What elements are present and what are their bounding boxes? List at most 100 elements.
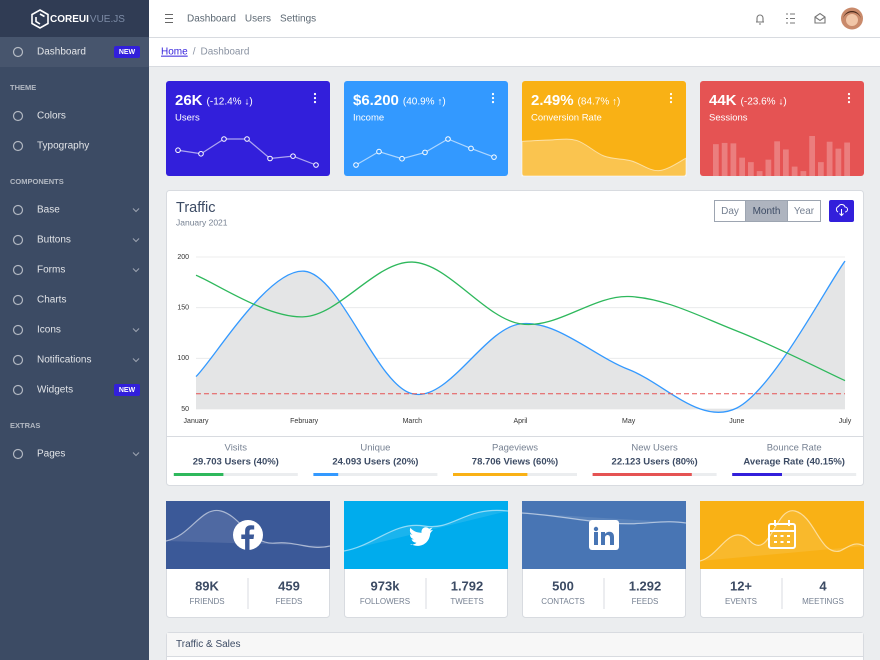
stat-value: 29.703 Users (40%) [193, 457, 279, 468]
nav-icon [12, 294, 24, 306]
series-area [196, 261, 845, 413]
facebook-f [241, 525, 255, 550]
nav-chevron [132, 328, 140, 333]
social-label: CONTACTS [541, 597, 584, 606]
nav-item-label[interactable]: Charts [37, 295, 66, 306]
widget-point [267, 155, 273, 162]
x-tick-label: July [839, 418, 852, 425]
stat-value: 78.706 Views (60%) [472, 457, 558, 468]
progress-track [173, 473, 298, 476]
traffic-title: Traffic [176, 200, 215, 216]
widget-bar [835, 148, 842, 176]
stat-value: 22.123 Users (80%) [612, 457, 698, 468]
nav-item-label[interactable]: Typography [37, 141, 89, 152]
progress-bar [592, 473, 692, 476]
mail-icon[interactable] [814, 12, 826, 24]
social-value: 500 [552, 578, 574, 593]
calendar-icon [768, 523, 796, 549]
widget-bar [818, 162, 824, 176]
widget-bar [809, 136, 815, 176]
nav-item-label[interactable]: Notifications [37, 355, 91, 366]
widget-point [468, 145, 474, 152]
widget-point [376, 148, 382, 155]
twitter-icon [409, 527, 433, 546]
list-icon[interactable] [786, 13, 795, 24]
widget-bar [730, 143, 737, 176]
widget-point [353, 162, 359, 168]
sales-card-header [167, 633, 863, 656]
widget-bar [713, 144, 719, 176]
nav-item-label[interactable]: Buttons [37, 235, 71, 246]
header-nav-link[interactable]: Settings [280, 14, 316, 25]
widget-point [399, 155, 405, 162]
widget-label: Sessions [709, 113, 748, 124]
bell-icon[interactable] [756, 14, 764, 25]
social-card: 89K FRIENDS 459 FEEDS [165, 501, 331, 618]
widget-point [491, 154, 497, 160]
stat-label: Visits [225, 443, 248, 454]
widget-bar [800, 171, 807, 176]
period-button[interactable] [787, 200, 821, 222]
nav-badge [114, 46, 140, 58]
social-value: 12+ [730, 578, 752, 593]
nav-badge-text: NEW [119, 387, 136, 394]
menu-toggle[interactable] [165, 13, 173, 24]
widget-card [166, 81, 330, 176]
nav-item-label[interactable]: Pages [37, 449, 65, 460]
sidebar-section-title: COMPONENTS [10, 177, 64, 186]
nav-icon [12, 384, 24, 396]
social-value: 1.792 [451, 578, 484, 593]
breadcrumb-link[interactable]: Home [161, 47, 188, 58]
nav-item-label[interactable]: Dashboard [37, 47, 86, 58]
breadcrumb-current: Dashboard [200, 47, 249, 58]
y-tick-label: 50 [181, 406, 189, 413]
stat-widget: $6.200 (40.9% ↑) Income [344, 81, 508, 176]
social-value: 89K [195, 578, 219, 593]
nav-chevron [132, 452, 140, 457]
stat-widget: 2.49% (84.7% ↑) Conversion Rate [521, 81, 687, 177]
widget-label: Conversion Rate [531, 113, 602, 124]
widget-area [521, 138, 687, 177]
stat-label: Bounce Rate [767, 443, 822, 454]
nav-item-label[interactable]: Widgets [37, 385, 73, 396]
brand-logo [31, 9, 49, 29]
widget-label: Users [175, 113, 200, 124]
nav-item-label[interactable]: Base [37, 205, 60, 216]
x-tick-label: January [184, 418, 209, 425]
stat-label: Unique [360, 443, 390, 454]
sidebar-brand [0, 0, 149, 37]
widget-change: (40.9% ↑) [403, 97, 446, 108]
header-nav-link[interactable]: Dashboard [187, 14, 236, 25]
social-label: FEEDS [276, 597, 303, 606]
nav-icon [12, 234, 24, 246]
social-card: 973k FOLLOWERS 1.792 TWEETS [343, 501, 509, 618]
social-label: FOLLOWERS [360, 597, 410, 606]
widget-bar [765, 159, 772, 176]
period-button-label: Month [753, 206, 781, 217]
social-value: 4 [819, 578, 827, 593]
avatar-hair [843, 11, 861, 20]
nav-item-label[interactable]: Colors [37, 111, 66, 122]
social-card: 12+ EVENTS 4 MEETINGS [699, 501, 865, 618]
sales-card-title: Traffic & Sales [176, 639, 240, 650]
nav-item-label[interactable]: Icons [37, 325, 61, 336]
widget-bar [774, 141, 780, 176]
y-tick-label: 150 [177, 305, 189, 312]
nav-icon [12, 140, 24, 152]
stat-widget: 44K (-23.6% ↓) Sessions [700, 81, 864, 176]
nav-badge [114, 384, 140, 396]
widget-value: 26K [175, 92, 203, 109]
avatar-face [846, 14, 858, 26]
widget-point [198, 150, 204, 157]
widget-point [175, 147, 181, 154]
widget-point [221, 136, 227, 142]
sidebar-section-title: EXTRAS [10, 421, 40, 430]
stat-value: 24.093 Users (20%) [332, 457, 418, 468]
header-nav-link[interactable]: Users [245, 14, 271, 25]
progress-bar [173, 473, 224, 476]
x-tick-label: June [729, 418, 744, 425]
x-tick-label: May [622, 418, 636, 425]
nav-item-label[interactable]: Forms [37, 265, 65, 276]
breadcrumb-bar [149, 38, 880, 66]
widget-point [244, 136, 250, 142]
